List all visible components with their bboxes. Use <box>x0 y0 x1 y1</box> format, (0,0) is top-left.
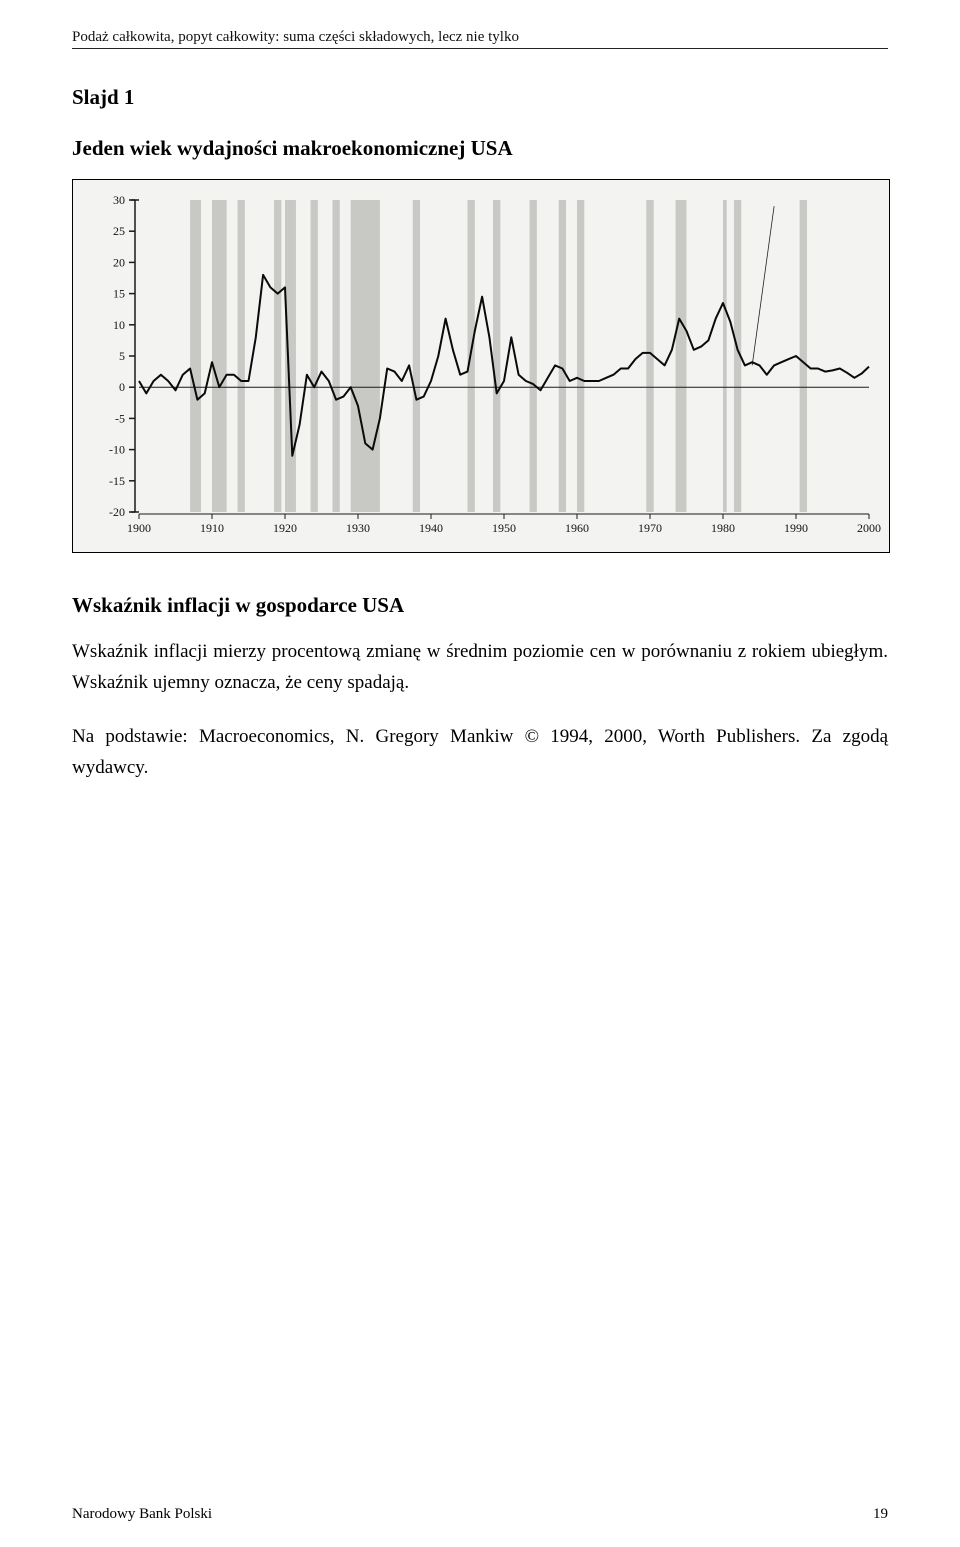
svg-text:1920: 1920 <box>273 521 297 535</box>
svg-text:-15: -15 <box>109 474 125 488</box>
body-paragraph-2: Na podstawie: Macroeconomics, N. Gregory… <box>72 721 888 784</box>
svg-text:-5: -5 <box>115 411 125 425</box>
slide-label: Slajd 1 <box>72 85 888 110</box>
svg-text:5: 5 <box>119 349 125 363</box>
inflation-chart-svg: -20 -15 -10 -5 0 5 10 15 20 25 30 1900 1910 1920 1930 1… <box>73 180 889 552</box>
svg-text:1940: 1940 <box>419 521 443 535</box>
svg-text:1900: 1900 <box>127 521 151 535</box>
svg-text:1910: 1910 <box>200 521 224 535</box>
footer-page-number: 19 <box>873 1506 888 1523</box>
running-head: Podaż całkowita, popyt całkowity: suma c… <box>72 29 519 45</box>
section-subhead: Wskaźnik inflacji w gospodarce USA <box>72 593 888 618</box>
svg-text:1970: 1970 <box>638 521 662 535</box>
svg-text:1980: 1980 <box>711 521 735 535</box>
footer-publisher: Narodowy Bank Polski <box>72 1506 212 1523</box>
footer-page-number-value: 19 <box>873 1506 888 1522</box>
svg-text:-20: -20 <box>109 505 125 519</box>
inflation-chart: -20 -15 -10 -5 0 5 10 15 20 25 30 1900 1910 1920 1930 1… <box>72 179 890 553</box>
svg-text:1960: 1960 <box>565 521 589 535</box>
svg-text:30: 30 <box>113 193 125 207</box>
svg-text:25: 25 <box>113 224 125 238</box>
svg-text:15: 15 <box>113 287 125 301</box>
svg-text:1950: 1950 <box>492 521 516 535</box>
svg-text:2000: 2000 <box>857 521 881 535</box>
svg-text:0: 0 <box>119 380 125 394</box>
page-footer: Narodowy Bank Polski 19 <box>72 1506 888 1523</box>
svg-text:-10: -10 <box>109 443 125 457</box>
svg-text:1990: 1990 <box>784 521 808 535</box>
slide-title: Jeden wiek wydajności makroekonomicznej … <box>72 136 888 161</box>
svg-text:10: 10 <box>113 318 125 332</box>
body-paragraph-1: Wskaźnik inflacji mierzy procentową zmia… <box>72 636 888 699</box>
svg-text:20: 20 <box>113 255 125 269</box>
svg-text:1930: 1930 <box>346 521 370 535</box>
